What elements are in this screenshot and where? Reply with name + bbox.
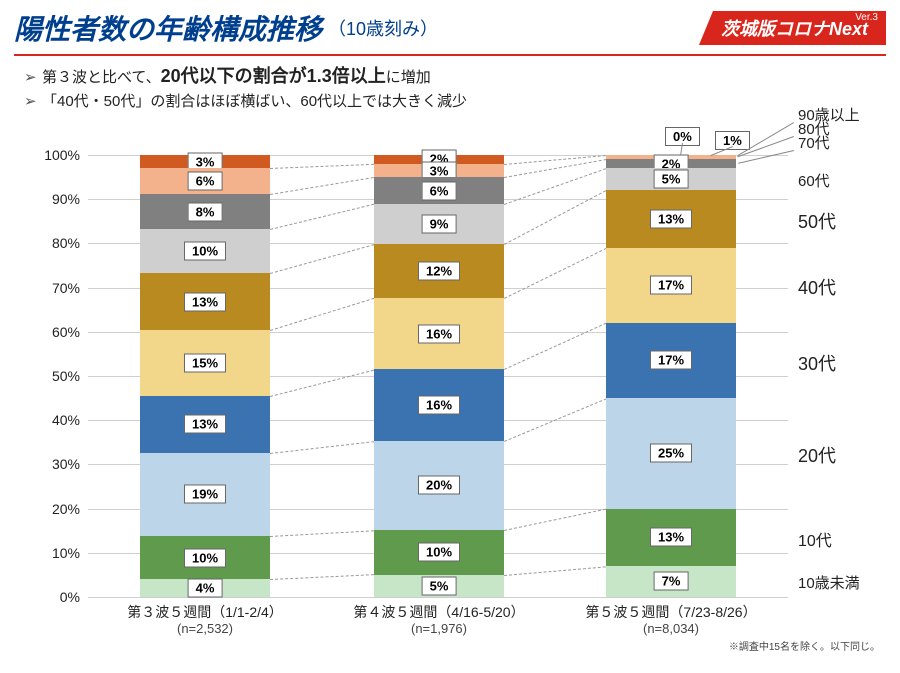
bar-segment: 6% bbox=[374, 177, 504, 204]
legend-label: 10歳未満 bbox=[798, 572, 860, 593]
bar-segment: 19% bbox=[140, 453, 270, 536]
bar-segment: 17% bbox=[606, 323, 736, 398]
bullet-row: ➢ 「40代・50代」の割合はほぼ横ばい、60代以上では大きく減少 bbox=[24, 90, 876, 111]
bullet-text: 第３波と比べて、20代以下の割合が1.3倍以上に増加 bbox=[42, 62, 431, 88]
segment-value-label: 25% bbox=[650, 444, 692, 463]
bar-segment: 25% bbox=[606, 398, 736, 509]
segment-value-label: 17% bbox=[650, 351, 692, 370]
y-axis-tick-label: 80% bbox=[32, 235, 80, 251]
segment-value-label: 7% bbox=[654, 572, 689, 591]
chart-footnote: ※調査中15名を除く。以下同じ。 bbox=[729, 638, 880, 653]
x-axis-category-label: 第４波５週間（4/16-5/20）(n=1,976) bbox=[334, 603, 544, 638]
stacked-bar: 2%3%6%9%12%16%16%20%10%5% bbox=[374, 155, 504, 597]
segment-value-label: 4% bbox=[188, 579, 223, 598]
bar-segment: 13% bbox=[606, 190, 736, 247]
stacked-bar: 2% 5% 13% 17% 17% 25% 13% 7% bbox=[606, 155, 736, 597]
segment-value-label: 8% bbox=[188, 202, 223, 221]
bar-segment: 12% bbox=[374, 244, 504, 298]
bar-segment: 3% bbox=[140, 155, 270, 168]
bar-segment: 4% bbox=[140, 579, 270, 597]
segment-value-label: 19% bbox=[184, 485, 226, 504]
bar-segment: 15% bbox=[140, 330, 270, 396]
bar-segment: 17% bbox=[606, 248, 736, 323]
stacked-bar: 3% 6% 8% 10% 13% 15% 13% 19% 10% 4% bbox=[140, 155, 270, 597]
segment-value-label: 13% bbox=[650, 528, 692, 547]
brand-badge: 茨城版コロナNext Ver.3 bbox=[699, 11, 886, 45]
bar-segment: 8% bbox=[140, 194, 270, 229]
x-axis-category-label: 第３波５週間（1/1-2/4）(n=2,532) bbox=[100, 603, 310, 638]
bullet-text: 「40代・50代」の割合はほぼ横ばい、60代以上では大きく減少 bbox=[42, 90, 467, 111]
segment-value-label: 10% bbox=[184, 548, 226, 567]
bar-segment: 10% bbox=[140, 229, 270, 273]
legend-label: 40代 bbox=[798, 274, 836, 300]
segment-value-label: 17% bbox=[650, 276, 692, 295]
segment-value-label: 13% bbox=[650, 210, 692, 229]
legend-label: 10代 bbox=[798, 527, 832, 551]
segment-value-label: 5% bbox=[422, 576, 457, 595]
bar-segment: 13% bbox=[140, 396, 270, 453]
segment-value-label: 6% bbox=[188, 172, 223, 191]
brand-badge-text: 茨城版コロナNext bbox=[721, 19, 868, 39]
bar-segment: 5% bbox=[374, 575, 504, 597]
segment-value-label: 16% bbox=[418, 395, 460, 414]
x-axis-category-label: 第５波５週間（7/23-8/26）(n=8,034) bbox=[566, 603, 776, 638]
y-axis-tick-label: 70% bbox=[32, 280, 80, 296]
bar-segment: 16% bbox=[374, 369, 504, 440]
legend-label: 60代 bbox=[798, 170, 830, 191]
segment-value-label: 12% bbox=[418, 262, 460, 281]
bar-segment: 10% bbox=[140, 536, 270, 580]
bullet-marker: ➢ bbox=[24, 92, 42, 110]
y-axis-tick-label: 60% bbox=[32, 324, 80, 340]
chart: ※調査中15名を除く。以下同じ。 0% 10% 20% 30% 40% 50% 60% 70%… bbox=[14, 115, 886, 655]
y-axis-tick-label: 30% bbox=[32, 456, 80, 472]
bar-segment: 10% bbox=[374, 530, 504, 575]
header-rule bbox=[14, 54, 886, 56]
y-axis-tick-label: 20% bbox=[32, 501, 80, 517]
bullet-marker: ➢ bbox=[24, 68, 42, 86]
bullet-row: ➢ 第３波と比べて、20代以下の割合が1.3倍以上に増加 bbox=[24, 62, 876, 88]
y-axis-tick-label: 50% bbox=[32, 368, 80, 384]
bar-segment: 5% bbox=[606, 168, 736, 190]
segment-value-label: 16% bbox=[418, 324, 460, 343]
y-axis-tick-label: 40% bbox=[32, 412, 80, 428]
bar-segment: 6% bbox=[140, 168, 270, 194]
header: 陽性者数の年齢構成推移 （10歳刻み） 茨城版コロナNext Ver.3 bbox=[0, 0, 900, 52]
legend-label: 50代 bbox=[798, 208, 836, 234]
page-subtitle: （10歳刻み） bbox=[328, 15, 438, 41]
bar-segment: 13% bbox=[606, 509, 736, 566]
bar-segment: 16% bbox=[374, 298, 504, 369]
legend-label: 30代 bbox=[798, 350, 836, 376]
bar-segment: 7% bbox=[606, 566, 736, 597]
y-axis-tick-label: 0% bbox=[32, 589, 80, 605]
segment-value-label: 5% bbox=[654, 170, 689, 189]
bar-segment: 3% bbox=[374, 164, 504, 177]
bar-segment: 13% bbox=[140, 273, 270, 330]
segment-value-label: 6% bbox=[422, 181, 457, 200]
bar-segment: 9% bbox=[374, 204, 504, 244]
bar-segment: 20% bbox=[374, 441, 504, 530]
brand-badge-version: Ver.3 bbox=[855, 12, 878, 23]
legend-label: 20代 bbox=[798, 442, 836, 468]
segment-value-label: 13% bbox=[184, 292, 226, 311]
y-axis-tick-label: 100% bbox=[32, 147, 80, 163]
legend-label: 90歳以上 bbox=[798, 104, 860, 125]
y-axis-tick-label: 10% bbox=[32, 545, 80, 561]
page-title: 陽性者数の年齢構成推移 bbox=[14, 8, 322, 48]
segment-value-label: 13% bbox=[184, 415, 226, 434]
segment-value-label: 20% bbox=[418, 476, 460, 495]
segment-value-label: 9% bbox=[422, 215, 457, 234]
segment-value-label: 10% bbox=[418, 543, 460, 562]
bar-segment: 2% bbox=[606, 159, 736, 168]
segment-value-label: 10% bbox=[184, 242, 226, 261]
y-axis-tick-label: 90% bbox=[32, 191, 80, 207]
segment-value-label: 15% bbox=[184, 353, 226, 372]
bullet-list: ➢ 第３波と比べて、20代以下の割合が1.3倍以上に増加 ➢ 「40代・50代」… bbox=[0, 62, 900, 115]
